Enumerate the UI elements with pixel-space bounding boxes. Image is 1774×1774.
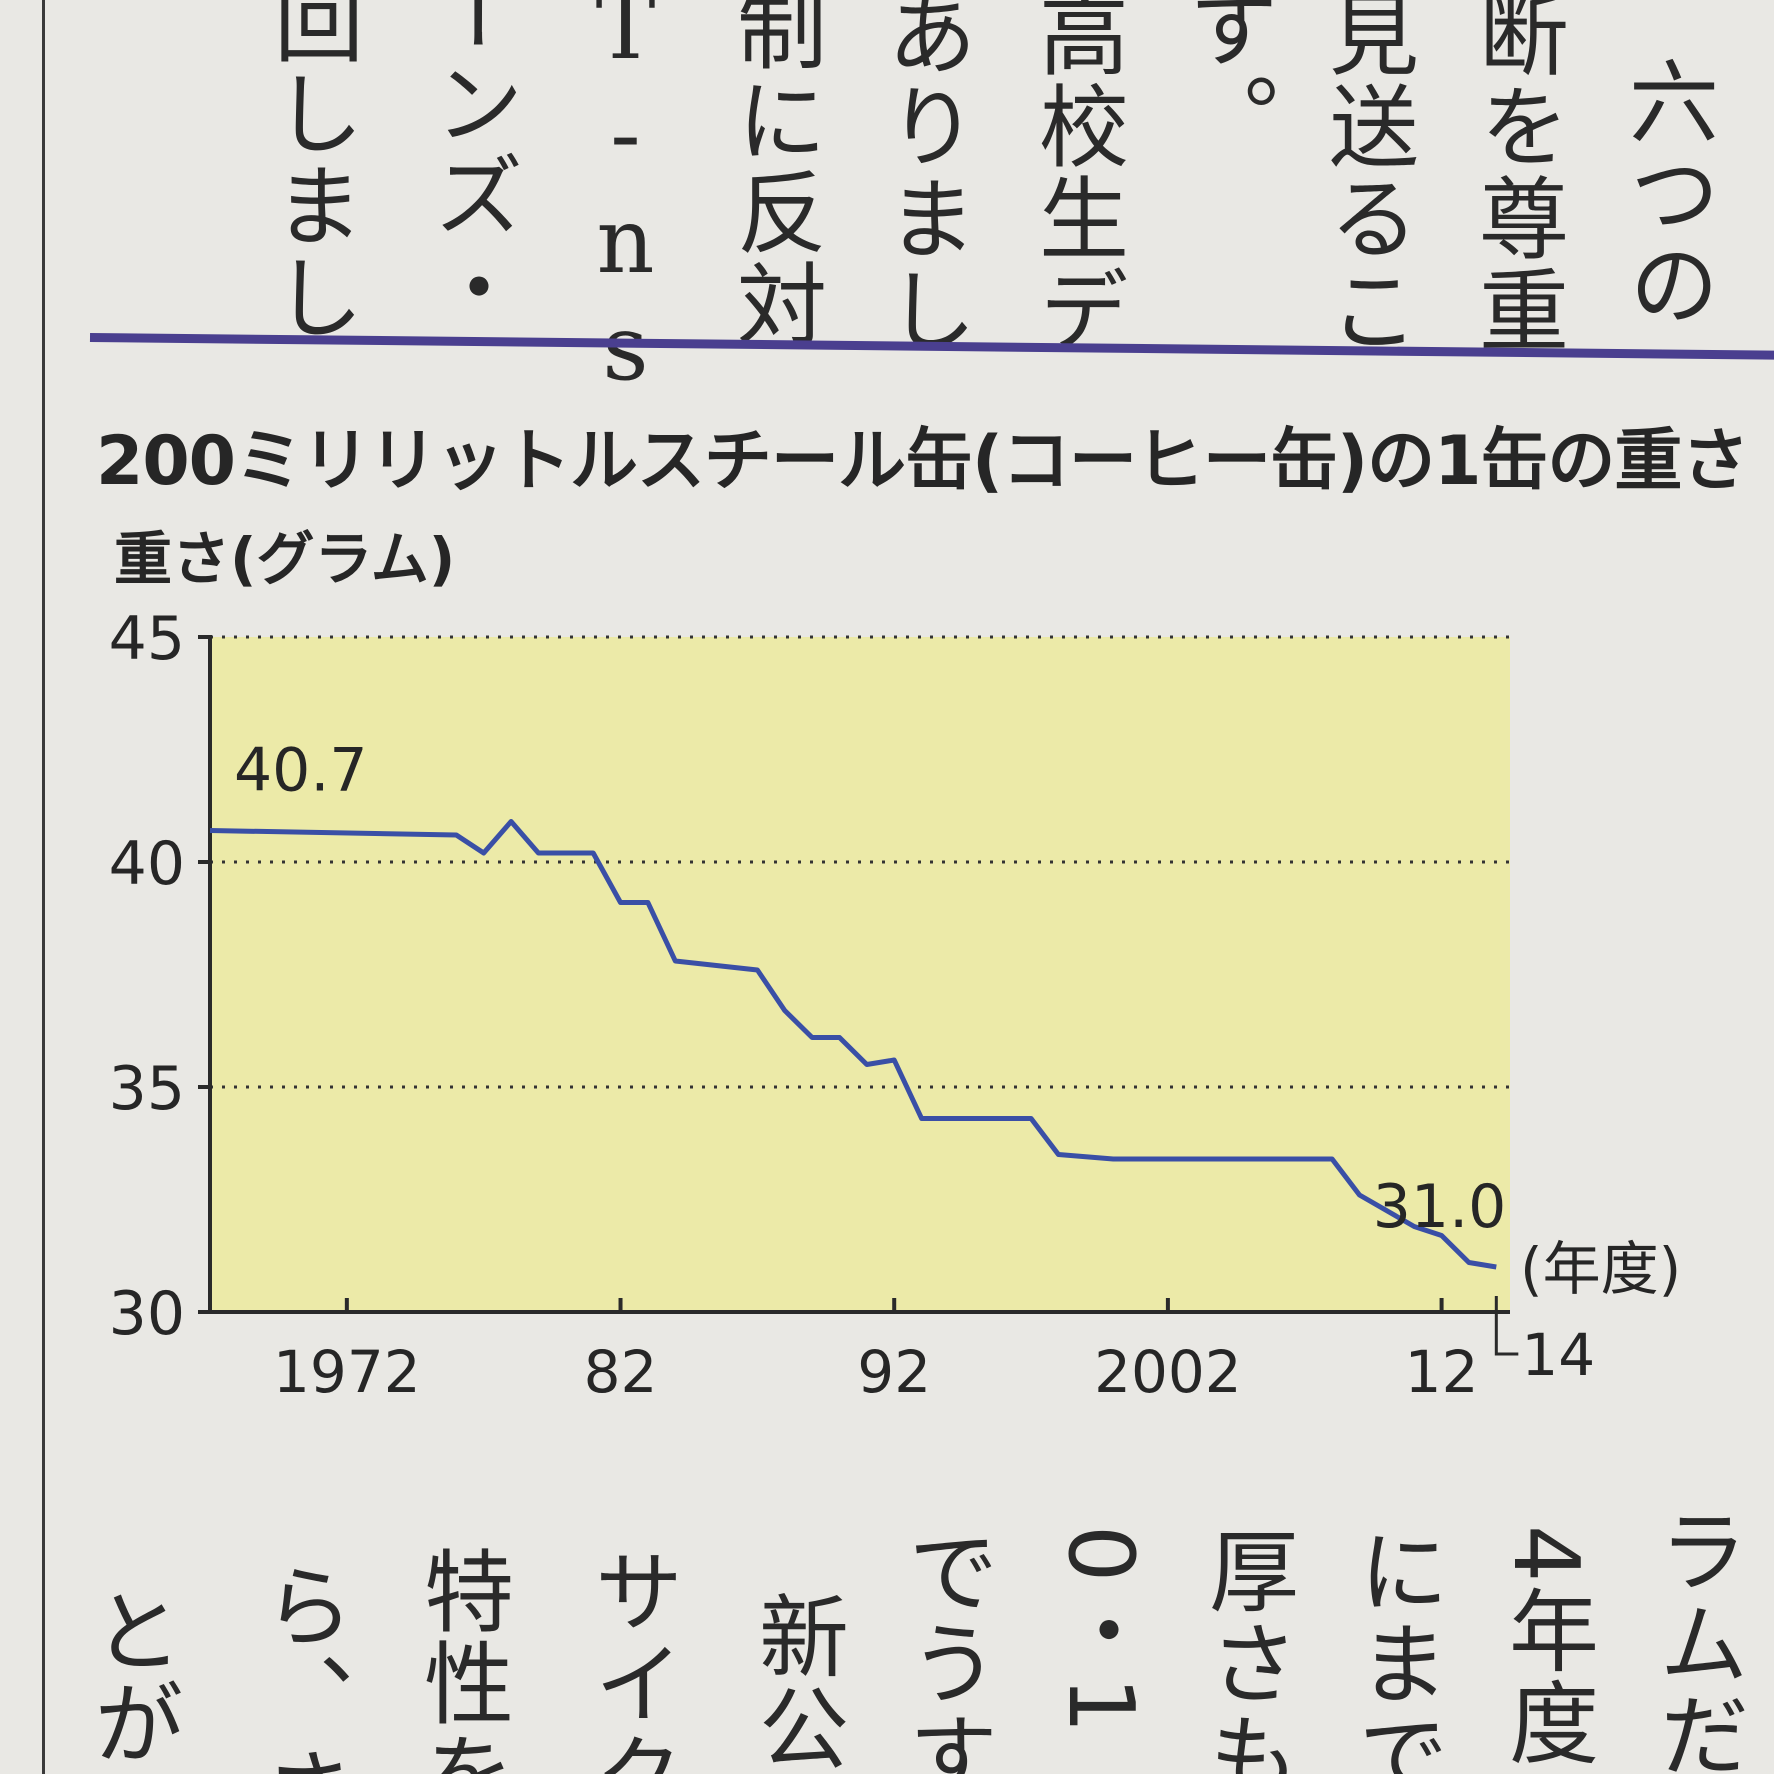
y-tick-label: 45 [109,604,185,674]
article-bottom-column: サイク [578,1545,683,1774]
article-top-column: 断を尊重 [1463,0,1568,356]
plot-area [210,637,1510,1312]
y-tick-label: 30 [109,1279,185,1349]
y-tick-label: 40 [109,829,185,899]
x-tick-leader [1494,1296,1519,1356]
x-tick-label: 82 [584,1338,658,1406]
y-axis-label: 重さ(グラム) [114,525,456,593]
article-top-column: 高校生デ [1023,0,1128,356]
y-tick-label: 35 [109,1054,185,1124]
article-top-column: 制に反対 [721,0,826,350]
series-line [209,819,1497,1270]
article-bottom-column: 厚さも [1193,1525,1298,1774]
article-bottom-column: とが日 [78,1585,183,1774]
article-bottom-column: 0・1 [1048,1525,1153,1736]
x-tick-label: 1972 [273,1338,421,1406]
article-top-column: ーンズ・ [418,0,523,333]
article-top-column: T-ns [573,0,678,403]
chart-title: 200ミリリットルスチール缶(コーヒー缶)の1缶の重さ [96,422,1749,501]
page-margin-rule [42,0,45,1774]
article-top-column: ありまし [871,0,976,356]
article-bottom-column: ら、さ [248,1560,353,1774]
x-tick-label: 2002 [1094,1338,1242,1406]
article-bottom-column: ラムだ [1643,1505,1748,1774]
data-label: 31.0 [1373,1172,1507,1242]
article-top-column: 見送るこ [1313,0,1418,356]
x-tick-label: 92 [857,1338,931,1406]
x-tick-label: 12 [1405,1338,1479,1406]
article-bottom-column: にまで [1343,1525,1448,1774]
article-bottom-column: 新公 [743,1590,848,1774]
article-bottom-column: 4年度 [1493,1525,1598,1769]
article-top-column: す。 [1173,0,1278,164]
article-bottom-column: でうす [893,1525,998,1774]
article-top-column: 回しまし [258,0,363,343]
x-axis-label: (年度) [1520,1235,1681,1303]
data-label: 40.7 [234,736,368,806]
article-bottom-column: 特性を [408,1545,513,1774]
article-top-column: 六つの [1613,55,1718,331]
x-tick-label: 14 [1521,1321,1595,1389]
